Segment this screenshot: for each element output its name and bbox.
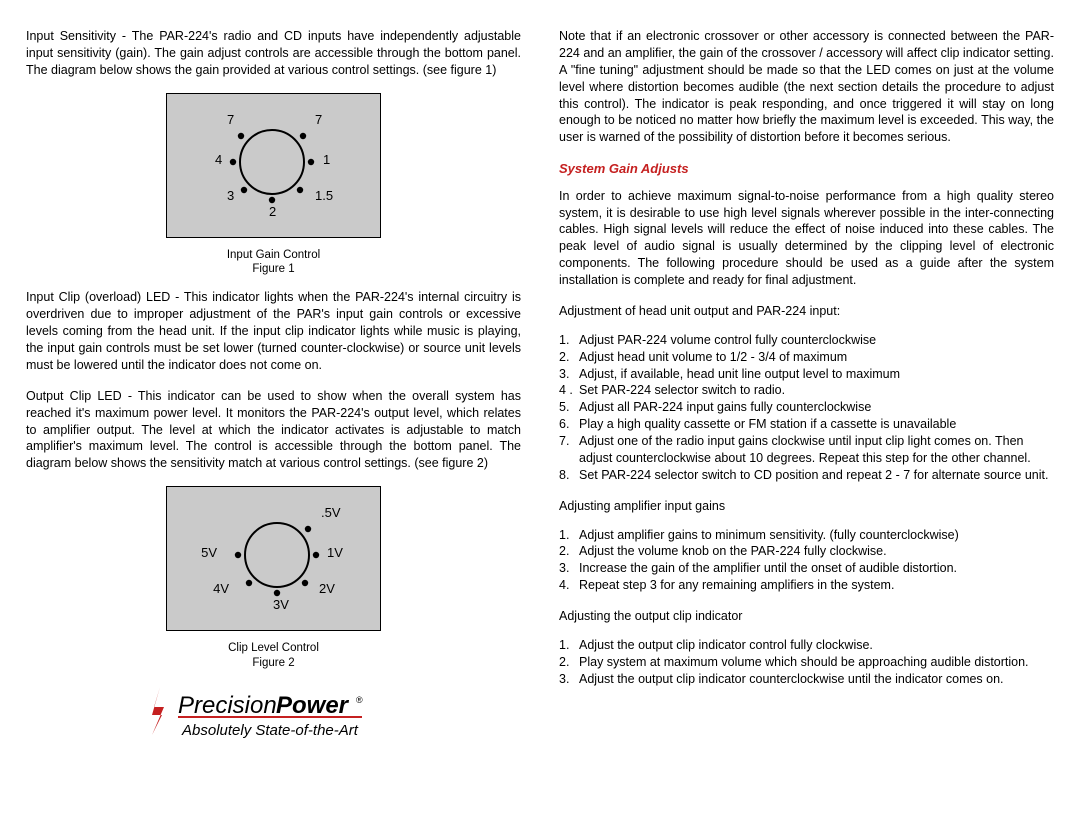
svg-text:Power: Power [276, 692, 350, 719]
svg-text:4: 4 [215, 152, 222, 167]
step-item: 2.Adjust the volume knob on the PAR-224 … [559, 543, 1054, 560]
step-text: Play system at maximum volume which shou… [579, 654, 1054, 671]
step-item: 1.Adjust amplifier gains to minimum sens… [559, 527, 1054, 544]
step-item: 1.Adjust PAR-224 volume control fully co… [559, 332, 1054, 349]
step-item: 8.Set PAR-224 selector switch to CD posi… [559, 467, 1054, 484]
step-text: Adjust head unit volume to 1/2 - 3/4 of … [579, 349, 1054, 366]
step-item: 1.Adjust the output clip indicator contr… [559, 637, 1054, 654]
svg-text:7: 7 [315, 112, 322, 127]
para-input-clip: Input Clip (overload) LED - This indicat… [26, 289, 521, 373]
step-item: 2.Play system at maximum volume which sh… [559, 654, 1054, 671]
fig2-caption-l2: Figure 2 [252, 657, 294, 669]
svg-text:1V: 1V [327, 545, 343, 560]
step-number: 4. [559, 577, 579, 594]
step-number: 2. [559, 543, 579, 560]
dial-box-1: 7 7 4 1 3 1.5 2 [166, 93, 381, 238]
step-item: 4.Repeat step 3 for any remaining amplif… [559, 577, 1054, 594]
para-gain-intro: In order to achieve maximum signal-to-no… [559, 188, 1054, 289]
fig1-caption-l1: Input Gain Control [227, 249, 320, 261]
step-text: Increase the gain of the amplifier until… [579, 560, 1054, 577]
step-list-3: 1.Adjust the output clip indicator contr… [559, 637, 1054, 688]
step-item: 3.Adjust the output clip indicator count… [559, 671, 1054, 688]
para-note: Note that if an electronic crossover or … [559, 28, 1054, 146]
step-item: 3.Increase the gain of the amplifier unt… [559, 560, 1054, 577]
step-item: 7.Adjust one of the radio input gains cl… [559, 433, 1054, 467]
svg-text:3: 3 [227, 188, 234, 203]
heading-system-gain: System Gain Adjusts [559, 160, 1054, 178]
step-item: 4 .Set PAR-224 selector switch to radio. [559, 382, 1054, 399]
sub-head-3: Adjusting the output clip indicator [559, 608, 1054, 625]
sub-head-2: Adjusting amplifier input gains [559, 498, 1054, 515]
logo: PrecisionPower ® Absolutely State-of-the-A… [26, 685, 521, 752]
svg-text:Absolutely State-of-the-Art: Absolutely State-of-the-Art [181, 722, 359, 739]
para-output-clip: Output Clip LED - This indicator can be … [26, 388, 521, 472]
step-text: Adjust PAR-224 volume control fully coun… [579, 332, 1054, 349]
dial-svg-1: 7 7 4 1 3 1.5 2 [167, 94, 382, 239]
step-text: Adjust amplifier gains to minimum sensit… [579, 527, 1054, 544]
svg-text:7: 7 [227, 112, 234, 127]
step-number: 1. [559, 637, 579, 654]
dial-box-2: .5V 5V 1V 4V 2V 3V [166, 486, 381, 631]
step-item: 5.Adjust all PAR-224 input gains fully c… [559, 399, 1054, 416]
step-number: 7. [559, 433, 579, 467]
step-number: 5. [559, 399, 579, 416]
para-input-sensitivity: Input Sensitivity - The PAR-224's radio … [26, 28, 521, 79]
svg-text:3V: 3V [273, 597, 289, 612]
step-text: Repeat step 3 for any remaining amplifie… [579, 577, 1054, 594]
step-list-2: 1.Adjust amplifier gains to minimum sens… [559, 527, 1054, 595]
step-text: Set PAR-224 selector switch to CD positi… [579, 467, 1054, 484]
step-text: Adjust all PAR-224 input gains fully cou… [579, 399, 1054, 416]
fig1-caption: Input Gain Control Figure 1 [26, 248, 521, 278]
step-item: 2.Adjust head unit volume to 1/2 - 3/4 o… [559, 349, 1054, 366]
svg-text:4V: 4V [213, 581, 229, 596]
step-item: 3.Adjust, if available, head unit line o… [559, 366, 1054, 383]
fig1-caption-l2: Figure 1 [252, 263, 294, 275]
figure-2: .5V 5V 1V 4V 2V 3V Clip Level Control Figure … [26, 486, 521, 671]
step-list-1: 1.Adjust PAR-224 volume control fully co… [559, 332, 1054, 484]
svg-text:2V: 2V [319, 581, 335, 596]
step-number: 1. [559, 527, 579, 544]
step-number: 3. [559, 366, 579, 383]
step-text: Play a high quality cassette or FM stati… [579, 416, 1054, 433]
svg-text:®: ® [356, 695, 363, 705]
fig2-caption: Clip Level Control Figure 2 [26, 641, 521, 671]
step-number: 1. [559, 332, 579, 349]
step-text: Adjust the output clip indicator control… [579, 637, 1054, 654]
sub-head-1: Adjustment of head unit output and PAR-2… [559, 303, 1054, 320]
dial-svg-2: .5V 5V 1V 4V 2V 3V [167, 487, 382, 632]
step-number: 8. [559, 467, 579, 484]
svg-text:.5V: .5V [321, 505, 341, 520]
logo-svg: PrecisionPower ® Absolutely State-of-the-A… [134, 685, 414, 747]
svg-text:5V: 5V [201, 545, 217, 560]
step-number: 2. [559, 654, 579, 671]
svg-text:Precision: Precision [178, 692, 277, 719]
fig2-caption-l1: Clip Level Control [228, 642, 319, 654]
step-number: 2. [559, 349, 579, 366]
step-text: Set PAR-224 selector switch to radio. [579, 382, 1054, 399]
step-number: 4 . [559, 382, 579, 399]
step-text: Adjust one of the radio input gains cloc… [579, 433, 1054, 467]
step-number: 6. [559, 416, 579, 433]
step-number: 3. [559, 671, 579, 688]
step-number: 3. [559, 560, 579, 577]
figure-1: 7 7 4 1 3 1.5 2 Input Gain Control Figure 1 [26, 93, 521, 278]
step-text: Adjust the volume knob on the PAR-224 fu… [579, 543, 1054, 560]
step-text: Adjust the output clip indicator counter… [579, 671, 1054, 688]
svg-text:1.5: 1.5 [315, 188, 333, 203]
step-item: 6.Play a high quality cassette or FM sta… [559, 416, 1054, 433]
svg-text:1: 1 [323, 152, 330, 167]
right-column: Note that if an electronic crossover or … [559, 28, 1054, 806]
left-column: Input Sensitivity - The PAR-224's radio … [26, 28, 521, 806]
step-text: Adjust, if available, head unit line out… [579, 366, 1054, 383]
svg-text:2: 2 [269, 204, 276, 219]
